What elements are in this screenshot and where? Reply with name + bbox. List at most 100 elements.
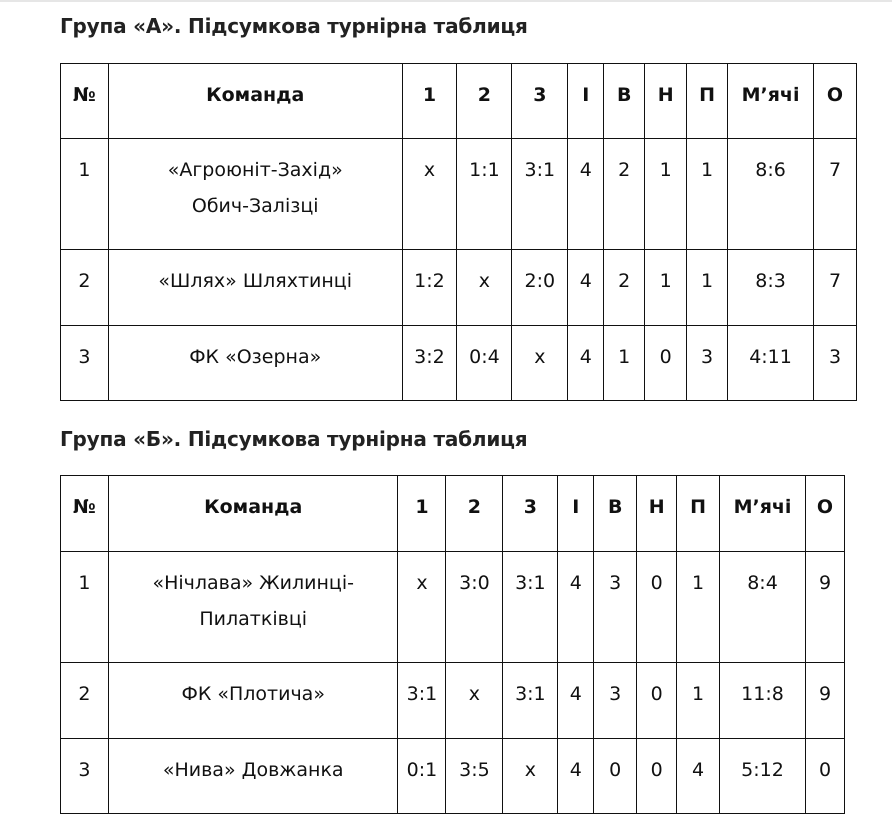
header-losses: П <box>676 475 721 552</box>
header-played: І <box>567 63 605 139</box>
table-row: 3 «Нива» Довжанка 0:1 3:5 x 4 0 0 4 5:12 0 <box>60 738 846 814</box>
header-game-2: 2 <box>445 475 504 552</box>
header-number: № <box>60 63 109 139</box>
group-a-table: № Команда 1 2 3 І В Н П М’ячі О 1 «Агроюніт-Захід» О… <box>60 63 858 401</box>
cell-number: 3 <box>60 738 109 814</box>
cell-game-3: 3:1 <box>502 551 559 663</box>
cell-game-2: x <box>456 249 513 326</box>
cell-draws: 1 <box>644 138 688 250</box>
cell-game-1: x <box>397 551 447 663</box>
cell-game-1: 0:1 <box>397 738 447 814</box>
header-number: № <box>60 475 109 552</box>
cell-draws: 1 <box>644 249 688 326</box>
table-row: 1 «Нічлава» Жилинці-Пилатківці x 3:0 3:1 4 3 0 1… <box>60 551 846 663</box>
cell-team: «Нічлава» Жилинці-Пилатківці <box>107 551 399 663</box>
cell-wins: 2 <box>603 249 646 326</box>
table-row: 2 «Шлях» Шляхтинці 1:2 x 2:0 4 2 1 1 8:3 7 <box>60 249 858 326</box>
cell-wins: 0 <box>593 738 638 814</box>
cell-game-1: 3:2 <box>401 325 458 401</box>
cell-team: «Агроюніт-Захід» Обич-Залізці <box>107 138 403 250</box>
cell-played: 4 <box>557 662 595 739</box>
cell-goals: 8:4 <box>719 551 806 663</box>
cell-number: 3 <box>60 325 109 401</box>
cell-game-1: 3:1 <box>397 662 447 739</box>
cell-points: 9 <box>804 662 846 739</box>
cell-game-3: x <box>502 738 559 814</box>
header-goals: М’ячі <box>719 475 806 552</box>
cell-game-3: 3:1 <box>511 138 569 250</box>
header-row: № Команда 1 2 3 І В Н П М’ячі О <box>60 63 858 139</box>
cell-points: 7 <box>812 138 858 250</box>
header-goals: М’ячі <box>727 63 814 139</box>
cell-game-3: 3:1 <box>502 662 559 739</box>
cell-points: 7 <box>812 249 858 326</box>
header-team: Команда <box>107 63 403 139</box>
cell-game-1: 1:2 <box>401 249 458 326</box>
cell-wins: 1 <box>603 325 646 401</box>
header-game-1: 1 <box>397 475 447 552</box>
cell-game-3: 2:0 <box>511 249 569 326</box>
group-b-title: Група «Б». Підсумкова турнірна таблиця <box>60 427 528 451</box>
cell-played: 4 <box>557 738 595 814</box>
group-a-title: Група «А». Підсумкова турнірна таблиця <box>60 14 528 38</box>
cell-team: «Шлях» Шляхтинці <box>107 249 403 326</box>
header-wins: В <box>593 475 638 552</box>
cell-losses: 3 <box>686 325 729 401</box>
cell-team: «Нива» Довжанка <box>107 738 399 814</box>
table-row: 1 «Агроюніт-Захід» Обич-Залізці x 1:1 3:1 4 2 1… <box>60 138 858 250</box>
cell-draws: 0 <box>644 325 688 401</box>
cell-number: 1 <box>60 138 109 250</box>
cell-points: 9 <box>804 551 846 663</box>
header-draws: Н <box>644 63 688 139</box>
cell-game-2: 3:0 <box>445 551 504 663</box>
cell-goals: 11:8 <box>719 662 806 739</box>
cell-game-2: x <box>445 662 504 739</box>
header-game-2: 2 <box>456 63 513 139</box>
cell-played: 4 <box>567 325 605 401</box>
cell-wins: 3 <box>593 551 638 663</box>
cell-points: 3 <box>812 325 858 401</box>
cell-game-2: 3:5 <box>445 738 504 814</box>
header-losses: П <box>686 63 729 139</box>
cell-game-1: x <box>401 138 458 250</box>
cell-goals: 8:6 <box>727 138 814 250</box>
table-row: 3 ФК «Озерна» 3:2 0:4 x 4 1 0 3 4:11 3 <box>60 325 858 401</box>
top-divider <box>0 0 892 2</box>
cell-goals: 4:11 <box>727 325 814 401</box>
cell-game-2: 0:4 <box>456 325 513 401</box>
cell-goals: 5:12 <box>719 738 806 814</box>
cell-number: 2 <box>60 249 109 326</box>
cell-team: ФК «Плотича» <box>107 662 399 739</box>
cell-played: 4 <box>567 249 605 326</box>
group-b-table: № Команда 1 2 3 І В Н П М’ячі О 1 «Нічлава» Жилинці-… <box>60 475 846 814</box>
cell-draws: 0 <box>636 662 678 739</box>
header-team: Команда <box>107 475 399 552</box>
header-played: І <box>557 475 595 552</box>
cell-points: 0 <box>804 738 846 814</box>
cell-losses: 1 <box>676 551 721 663</box>
cell-team: ФК «Озерна» <box>107 325 403 401</box>
cell-number: 1 <box>60 551 109 663</box>
header-wins: В <box>603 63 646 139</box>
cell-played: 4 <box>557 551 595 663</box>
header-game-3: 3 <box>511 63 569 139</box>
cell-draws: 0 <box>636 551 678 663</box>
cell-game-3: x <box>511 325 569 401</box>
cell-goals: 8:3 <box>727 249 814 326</box>
header-draws: Н <box>636 475 678 552</box>
cell-losses: 1 <box>676 662 721 739</box>
cell-wins: 3 <box>593 662 638 739</box>
header-points: О <box>804 475 846 552</box>
header-game-1: 1 <box>401 63 458 139</box>
cell-number: 2 <box>60 662 109 739</box>
cell-game-2: 1:1 <box>456 138 513 250</box>
cell-draws: 0 <box>636 738 678 814</box>
header-row: № Команда 1 2 3 І В Н П М’ячі О <box>60 475 846 552</box>
cell-losses: 4 <box>676 738 721 814</box>
cell-wins: 2 <box>603 138 646 250</box>
cell-played: 4 <box>567 138 605 250</box>
header-game-3: 3 <box>502 475 559 552</box>
table-row: 2 ФК «Плотича» 3:1 x 3:1 4 3 0 1 11:8 9 <box>60 662 846 739</box>
header-points: О <box>812 63 858 139</box>
cell-losses: 1 <box>686 138 729 250</box>
